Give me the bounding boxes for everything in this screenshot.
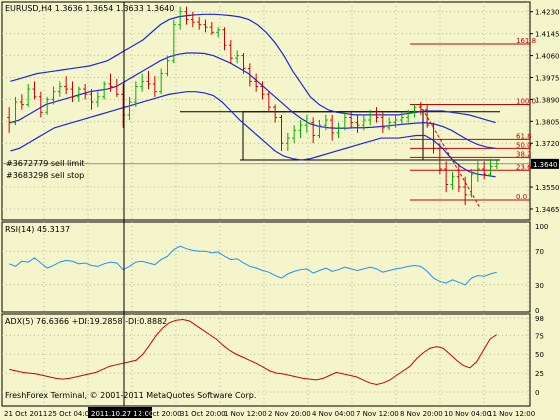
price-tick-label: 1.3720 [535,140,560,148]
rsi-pane[interactable] [1,221,531,313]
time-tick-label: 21 Oct 2011 [4,410,47,418]
rsi-tick-label: 100 [535,223,548,231]
price-axis: 1.4230 1.4145 1.4060 1.3975 1.3890 1.3805 1.37… [530,9,560,214]
adx-line [9,319,497,385]
adx-tick-label: 0 [535,389,539,397]
order-label-sell-stop: #3683298 sell stop [6,171,84,180]
time-tick-label: 8 Nov 20:00 [400,410,443,418]
price-tick-label: 1.4145 [535,31,560,39]
current-price-label: 1.3640 [533,161,558,169]
time-tick-label: 11 Nov 12:00 [488,410,535,418]
rsi-indicator: 100 70 30 0 [2,223,548,315]
adx-tick-label: 75 [535,332,544,340]
time-tick-label: 10 Nov 04:00 [444,410,491,418]
adx-pane[interactable] [1,313,531,407]
rsi-tick-label: 30 [535,282,544,290]
price-tick-label: 1.3975 [535,74,560,82]
adx-tick-label: 25 [535,370,544,378]
footer-credit: FreshForex Terminal, © 2001-2011 MetaQuo… [5,391,256,400]
time-highlight-box [88,407,152,418]
adx-indicator: 98 75 50 25 0 [2,315,544,397]
price-tick-label: 1.3805 [535,118,560,126]
order-label-sell-limit: #3672779 sell limit [6,159,85,168]
bollinger-lower-line [10,91,496,178]
time-tick-label: 1 Nov 12:00 [224,410,267,418]
rsi-header: RSI(14) 45.3137 [5,225,70,234]
time-tick-label: 7 Nov 12:00 [356,410,399,418]
fibo-level-label: 161.8 [516,37,536,45]
price-tick-label: 1.4230 [535,9,560,17]
price-tick-label: 1.4060 [535,53,560,61]
fibo-level-label: 38.2 [516,150,532,158]
time-tick-label: 28 Oct 20:00 [136,410,182,418]
fibo-level-label: 100.0 [516,98,536,106]
time-highlight-label: 2011.10.27 12:00 [91,410,153,418]
adx-tick-label: 98 [535,315,544,323]
grid-lines [2,2,530,406]
adx-header: ADX(5) 76.6366 +DI:19.2858 -DI:0.8882 [5,317,167,326]
time-tick-label: 4 Nov 04:00 [312,410,355,418]
price-tick-label: 1.3890 [535,96,560,104]
fibo-level-label: 23.6 [516,163,532,171]
symbol-header: EURUSD,H4 1.3636 1.3654 1.3633 1.3640 [5,4,174,13]
price-tick-label: 1.3465 [535,206,560,214]
adx-tick-label: 50 [535,351,544,359]
fibo-level-label: 61.8 [516,132,532,140]
rsi-tick-label: 70 [535,248,544,256]
candles [7,6,499,206]
time-tick-label: 2 Nov 20:00 [268,410,311,418]
time-tick-label: 25 Oct 04:00 [48,410,94,418]
current-price-box [531,158,559,169]
fibo-level-label: 0.0 [516,193,527,201]
fibo-level-label: 50.0 [516,141,532,149]
rsi-tick-label: 0 [535,307,539,315]
rsi-line [8,245,497,286]
time-tick-label: 31 Oct 20:00 [180,410,226,418]
price-tick-label: 1.3550 [535,184,560,192]
